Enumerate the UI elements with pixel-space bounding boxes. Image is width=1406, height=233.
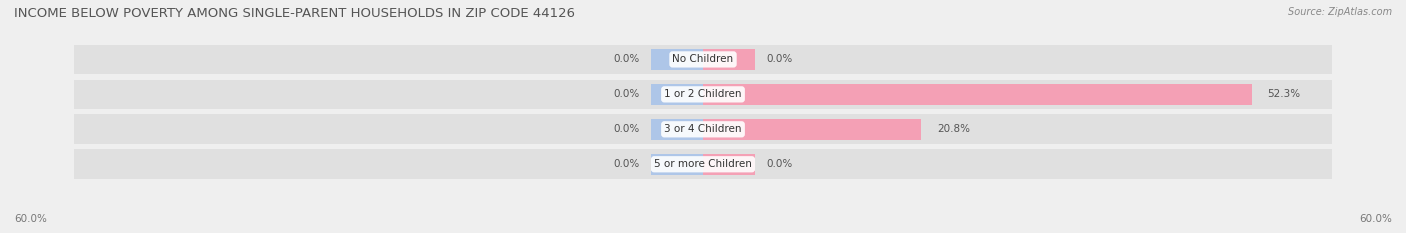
Bar [651,84,703,105]
Bar [703,49,755,70]
Text: Source: ZipAtlas.com: Source: ZipAtlas.com [1288,7,1392,17]
Text: 0.0%: 0.0% [766,159,792,169]
Text: 1 or 2 Children: 1 or 2 Children [664,89,742,99]
Bar [703,154,755,175]
Bar [651,49,703,70]
Bar [73,45,1333,74]
Bar [73,79,1333,109]
Bar [73,114,1333,144]
Text: 5 or more Children: 5 or more Children [654,159,752,169]
Bar [73,149,1333,179]
Text: No Children: No Children [672,55,734,64]
Text: 52.3%: 52.3% [1267,89,1301,99]
Text: 20.8%: 20.8% [936,124,970,134]
Text: 0.0%: 0.0% [614,55,640,64]
Text: 0.0%: 0.0% [614,124,640,134]
Text: 60.0%: 60.0% [1360,214,1392,224]
Text: 60.0%: 60.0% [14,214,46,224]
Text: 0.0%: 0.0% [614,89,640,99]
Bar [651,154,703,175]
Text: INCOME BELOW POVERTY AMONG SINGLE-PARENT HOUSEHOLDS IN ZIP CODE 44126: INCOME BELOW POVERTY AMONG SINGLE-PARENT… [14,7,575,20]
Text: 3 or 4 Children: 3 or 4 Children [664,124,742,134]
Text: 0.0%: 0.0% [614,159,640,169]
Bar [651,119,703,140]
Text: 0.0%: 0.0% [766,55,792,64]
Bar [703,119,921,140]
Bar [703,84,1251,105]
